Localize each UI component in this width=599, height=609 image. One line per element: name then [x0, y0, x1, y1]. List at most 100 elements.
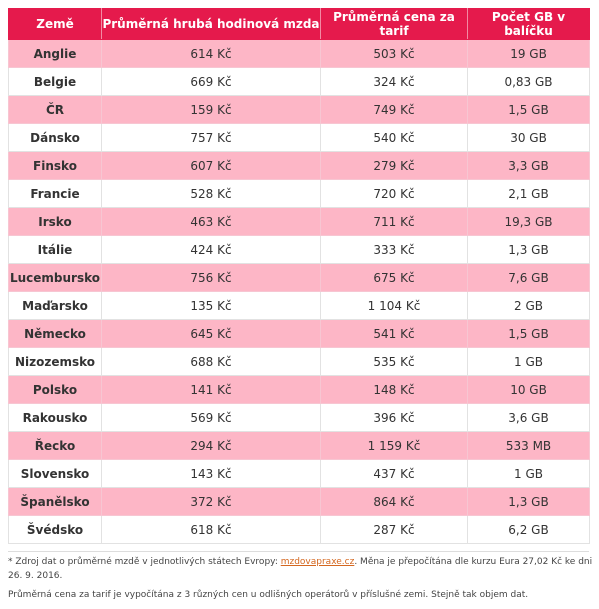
footnote-source: * Zdroj dat o průměrné mzdě v jednotlivý… — [8, 556, 593, 583]
footnote-divider — [8, 551, 589, 552]
table-row: Anglie 614 Kč 503 Kč 19 GB — [8, 39, 590, 68]
cell-price: 720 Kč — [320, 179, 468, 208]
cell-wage: 614 Kč — [101, 39, 321, 68]
cell-wage: 143 Kč — [101, 459, 321, 488]
cell-gb: 533 MB — [467, 431, 590, 460]
cell-price: 287 Kč — [320, 515, 468, 544]
cell-wage: 159 Kč — [101, 95, 321, 124]
cell-gb: 1 GB — [467, 347, 590, 376]
cell-gb: 1,3 GB — [467, 487, 590, 516]
cell-wage: 688 Kč — [101, 347, 321, 376]
cell-price: 864 Kč — [320, 487, 468, 516]
cell-country: Finsko — [8, 151, 102, 180]
cell-price: 1 159 Kč — [320, 431, 468, 460]
cell-country: Dánsko — [8, 123, 102, 152]
cell-price: 396 Kč — [320, 403, 468, 432]
table-row: Maďarsko 135 Kč 1 104 Kč 2 GB — [8, 291, 590, 320]
footnote-exchange-text: . Měna je přepočítána dle kurzu Eura 27,… — [8, 557, 593, 581]
cell-country: Německo — [8, 319, 102, 348]
table-container: Země Průměrná hrubá hodinová mzda Průměr… — [8, 8, 590, 544]
header-country: Země — [8, 8, 102, 40]
cell-price: 749 Kč — [320, 95, 468, 124]
cell-gb: 0,83 GB — [467, 67, 590, 96]
source-link[interactable]: mzdovapraxe.cz — [280, 557, 355, 567]
header-gb: Počet GB v balíčku — [467, 8, 590, 40]
cell-country: Francie — [8, 179, 102, 208]
cell-gb: 19 GB — [467, 39, 590, 68]
cell-country: Rakousko — [8, 403, 102, 432]
cell-wage: 135 Kč — [101, 291, 321, 320]
header-price: Průměrná cena za tarif — [320, 8, 468, 40]
cell-gb: 1,3 GB — [467, 235, 590, 264]
table-row: Slovensko 143 Kč 437 Kč 1 GB — [8, 459, 590, 488]
comparison-table: Země Průměrná hrubá hodinová mzda Průměr… — [8, 8, 590, 544]
cell-gb: 1 GB — [467, 459, 590, 488]
table-row: Francie 528 Kč 720 Kč 2,1 GB — [8, 179, 590, 208]
cell-country: Maďarsko — [8, 291, 102, 320]
cell-price: 279 Kč — [320, 151, 468, 180]
cell-gb: 2,1 GB — [467, 179, 590, 208]
cell-gb: 19,3 GB — [467, 207, 590, 236]
footnote-method: Průměrná cena za tarif je vypočítána z 3… — [8, 590, 529, 600]
table-row: Řecko 294 Kč 1 159 Kč 533 MB — [8, 431, 590, 460]
cell-gb: 6,2 GB — [467, 515, 590, 544]
header-wage: Průměrná hrubá hodinová mzda — [101, 8, 321, 40]
cell-country: Španělsko — [8, 487, 102, 516]
cell-wage: 141 Kč — [101, 375, 321, 404]
cell-wage: 757 Kč — [101, 123, 321, 152]
table-row: Finsko 607 Kč 279 Kč 3,3 GB — [8, 151, 590, 180]
footnotes: * Zdroj dat o průměrné mzdě v jednotlivý… — [8, 556, 593, 609]
cell-gb: 30 GB — [467, 123, 590, 152]
cell-country: Nizozemsko — [8, 347, 102, 376]
cell-price: 541 Kč — [320, 319, 468, 348]
cell-gb: 10 GB — [467, 375, 590, 404]
cell-wage: 607 Kč — [101, 151, 321, 180]
cell-price: 148 Kč — [320, 375, 468, 404]
table-row: Nizozemsko 688 Kč 535 Kč 1 GB — [8, 347, 590, 376]
cell-wage: 294 Kč — [101, 431, 321, 460]
cell-country: Švédsko — [8, 515, 102, 544]
cell-wage: 569 Kč — [101, 403, 321, 432]
header-row: Země Průměrná hrubá hodinová mzda Průměr… — [8, 8, 590, 40]
table-row: Rakousko 569 Kč 396 Kč 3,6 GB — [8, 403, 590, 432]
cell-wage: 618 Kč — [101, 515, 321, 544]
table-row: Německo 645 Kč 541 Kč 1,5 GB — [8, 319, 590, 348]
cell-country: ČR — [8, 95, 102, 124]
cell-wage: 463 Kč — [101, 207, 321, 236]
cell-price: 1 104 Kč — [320, 291, 468, 320]
cell-price: 324 Kč — [320, 67, 468, 96]
table-row: Irsko 463 Kč 711 Kč 19,3 GB — [8, 207, 590, 236]
cell-price: 437 Kč — [320, 459, 468, 488]
cell-country: Anglie — [8, 39, 102, 68]
table-row: ČR 159 Kč 749 Kč 1,5 GB — [8, 95, 590, 124]
cell-wage: 645 Kč — [101, 319, 321, 348]
table-row: Belgie 669 Kč 324 Kč 0,83 GB — [8, 67, 590, 96]
cell-price: 333 Kč — [320, 235, 468, 264]
table-body: Anglie 614 Kč 503 Kč 19 GB Belgie 669 Kč 324 K… — [8, 39, 590, 544]
cell-price: 503 Kč — [320, 39, 468, 68]
cell-gb: 1,5 GB — [467, 319, 590, 348]
cell-price: 675 Kč — [320, 263, 468, 292]
cell-price: 535 Kč — [320, 347, 468, 376]
table-row: Itálie 424 Kč 333 Kč 1,3 GB — [8, 235, 590, 264]
cell-gb: 3,3 GB — [467, 151, 590, 180]
cell-price: 711 Kč — [320, 207, 468, 236]
cell-gb: 1,5 GB — [467, 95, 590, 124]
cell-gb: 3,6 GB — [467, 403, 590, 432]
table-row: Španělsko 372 Kč 864 Kč 1,3 GB — [8, 487, 590, 516]
table-row: Polsko 141 Kč 148 Kč 10 GB — [8, 375, 590, 404]
cell-country: Polsko — [8, 375, 102, 404]
cell-wage: 528 Kč — [101, 179, 321, 208]
cell-country: Lucembursko — [8, 263, 102, 292]
table-row: Lucembursko 756 Kč 675 Kč 7,6 GB — [8, 263, 590, 292]
cell-country: Řecko — [8, 431, 102, 460]
cell-country: Itálie — [8, 235, 102, 264]
cell-country: Irsko — [8, 207, 102, 236]
cell-price: 540 Kč — [320, 123, 468, 152]
cell-gb: 2 GB — [467, 291, 590, 320]
cell-country: Belgie — [8, 67, 102, 96]
cell-gb: 7,6 GB — [467, 263, 590, 292]
footnote-source-text: * Zdroj dat o průměrné mzdě v jednotlivý… — [8, 557, 281, 567]
cell-wage: 424 Kč — [101, 235, 321, 264]
cell-wage: 669 Kč — [101, 67, 321, 96]
